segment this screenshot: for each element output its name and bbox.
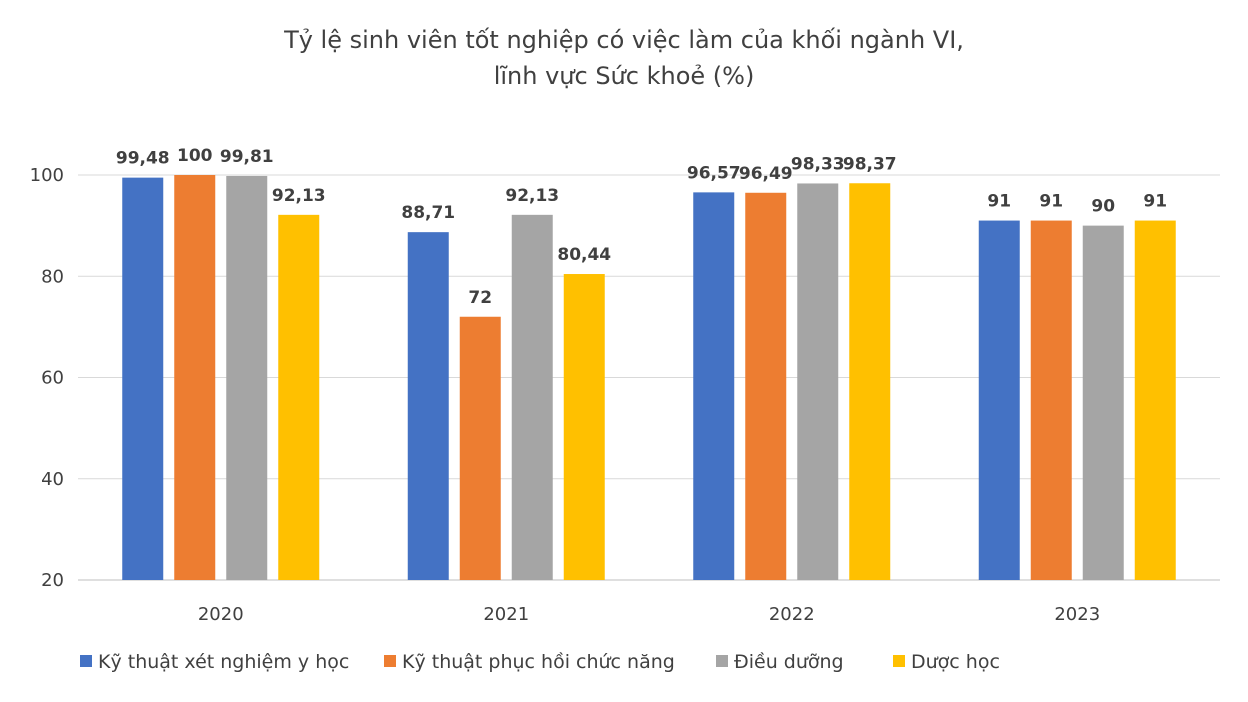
data-label: 91 xyxy=(1039,192,1063,212)
data-label: 96,57 xyxy=(687,163,741,183)
data-label: 99,81 xyxy=(220,147,274,167)
data-label: 90 xyxy=(1091,197,1115,217)
data-label: 80,44 xyxy=(557,245,611,265)
data-label: 91 xyxy=(1143,192,1167,212)
x-tick-label: 2021 xyxy=(483,604,529,625)
bar-2022-series-2 xyxy=(745,192,787,580)
bar-2021-series-4 xyxy=(563,274,605,580)
y-tick-label: 40 xyxy=(41,469,64,490)
chart-title: Tỷ lệ sinh viên tốt nghiệp có việc làm c… xyxy=(283,26,964,90)
bar-2020-series-4 xyxy=(278,214,320,581)
legend-label: Kỹ thuật xét nghiệm y học xyxy=(98,651,349,673)
x-tick-label: 2023 xyxy=(1054,604,1100,625)
bar-2020-series-1 xyxy=(122,177,164,580)
data-labels: 99,48 100 99,81 92,13 88,71 72 92,13 80,44 96,57… xyxy=(116,146,1167,308)
data-label: 98,33 xyxy=(791,154,845,174)
data-label: 88,71 xyxy=(401,203,455,223)
legend-swatch xyxy=(893,655,905,667)
bar-2021-series-2 xyxy=(459,316,501,580)
x-tick-label: 2020 xyxy=(198,604,244,625)
legend-swatch xyxy=(80,655,92,667)
legend-label: Dược học xyxy=(911,651,1000,673)
x-axis-ticks: 2020 2021 2022 2023 xyxy=(198,604,1100,625)
y-axis-ticks: 20 40 60 80 100 xyxy=(30,165,64,591)
y-tick-label: 100 xyxy=(30,165,64,186)
bar-2022-series-3 xyxy=(797,183,839,580)
bar-2021-series-3 xyxy=(511,214,553,581)
chart-title-line-1: Tỷ lệ sinh viên tốt nghiệp có việc làm c… xyxy=(283,26,964,54)
bar-2020-series-3 xyxy=(226,175,268,581)
data-label: 91 xyxy=(987,192,1011,212)
bar-2021-series-1 xyxy=(407,232,449,580)
data-label: 96,49 xyxy=(739,164,793,184)
bar-2023-series-3 xyxy=(1082,225,1124,580)
data-label: 98,37 xyxy=(843,154,897,174)
bar-2022-series-1 xyxy=(693,192,735,580)
data-label: 92,13 xyxy=(505,186,559,206)
legend-label: Kỹ thuật phục hồi chức năng xyxy=(402,651,675,673)
legend: Kỹ thuật xét nghiệm y học Kỹ thuật phục h… xyxy=(80,651,1000,673)
x-tick-label: 2022 xyxy=(769,604,815,625)
data-label: 72 xyxy=(468,288,492,308)
legend-label: Điều dưỡng xyxy=(734,651,844,673)
y-tick-label: 60 xyxy=(41,368,64,389)
chart-title-line-2: lĩnh vực Sức khoẻ (%) xyxy=(494,62,755,90)
bar-2023-series-4 xyxy=(1134,220,1176,580)
bar-2023-series-2 xyxy=(1030,220,1072,580)
bar-2023-series-1 xyxy=(978,220,1020,580)
gridlines xyxy=(78,174,1220,581)
data-label: 99,48 xyxy=(116,149,170,169)
bars xyxy=(122,175,1176,581)
legend-swatch xyxy=(384,655,396,667)
legend-swatch xyxy=(716,655,728,667)
y-tick-label: 80 xyxy=(41,266,64,287)
bar-2020-series-2 xyxy=(174,175,216,580)
bar-2022-series-4 xyxy=(849,183,891,580)
data-label: 100 xyxy=(177,146,213,166)
data-label: 92,13 xyxy=(272,186,326,206)
y-tick-label: 20 xyxy=(41,570,64,591)
